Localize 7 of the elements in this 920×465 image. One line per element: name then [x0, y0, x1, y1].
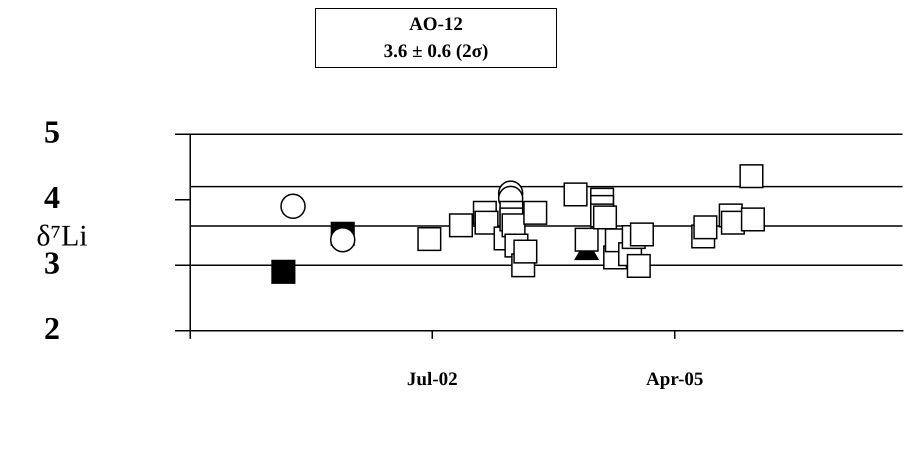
y-tick-label: 4: [44, 179, 60, 215]
y-tick-label: 5: [44, 113, 60, 150]
y-tick-label: 2: [44, 310, 60, 346]
text: 3.6 ± 0.6 (2σ): [382, 40, 490, 64]
x-tick-label: Apr-05: [646, 369, 704, 390]
x-tick-label: Jul-02: [406, 369, 458, 390]
text: AO-12: [408, 13, 464, 37]
